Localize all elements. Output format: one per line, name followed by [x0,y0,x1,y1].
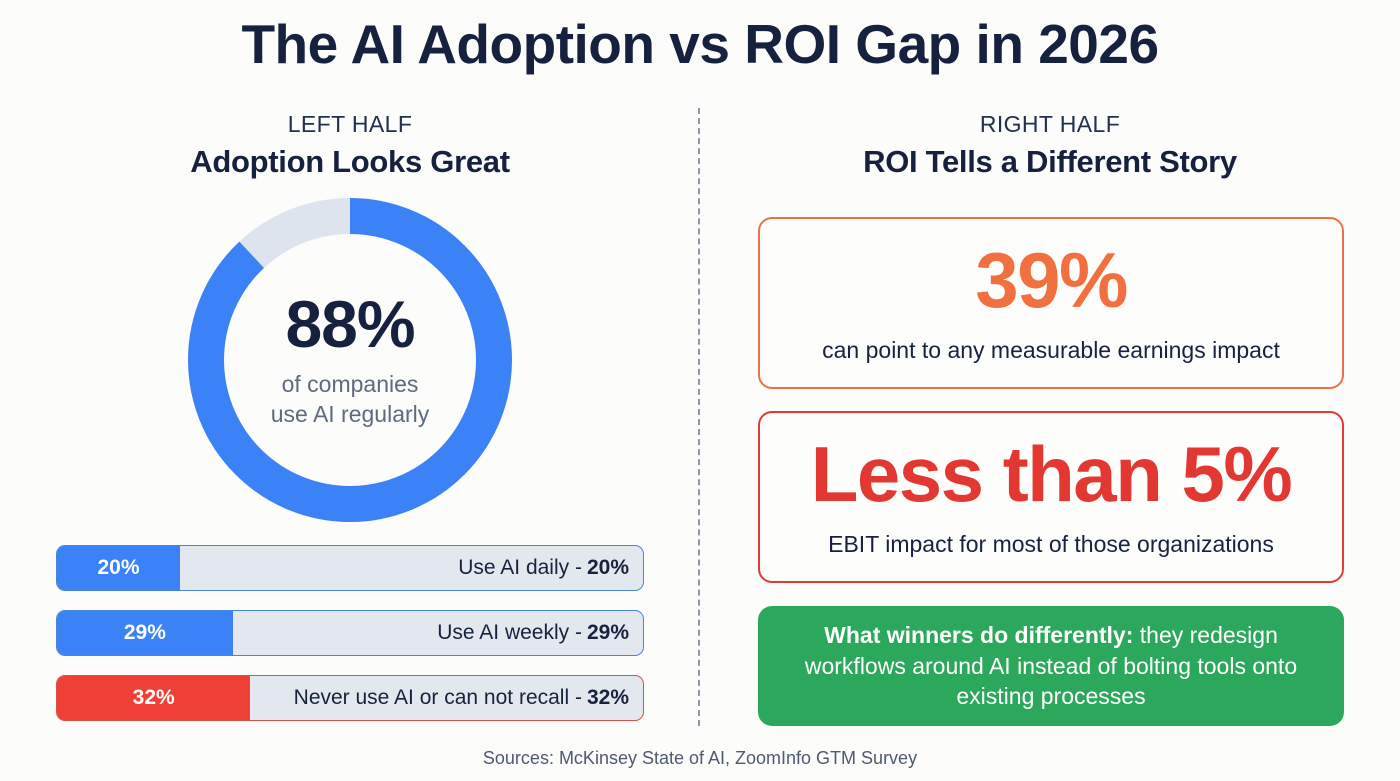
left-heading: Adoption Looks Great [190,143,510,179]
bar-row-label-text: Use AI daily - [458,556,582,579]
donut-sublabel-line2: use AI regularly [270,401,430,427]
bar-fill-value: 20% [97,556,140,579]
bar-row-label: Never use AI or can not recall - 32% [294,676,629,720]
bar-row-label-value: 32% [586,686,629,709]
bar-row-label: Use AI weekly - 29% [437,611,629,655]
stat-value: Less than 5% [810,430,1293,519]
callout-body: they redesign workflows around AI instea… [804,622,1298,710]
donut-center-label: 88% of companies use AI regularly [188,198,512,522]
stat-caption: EBIT impact for most of those organizati… [828,531,1274,558]
donut-value-arc [188,198,512,522]
bar-row: 29% Use AI weekly - 29% [56,610,644,656]
donut-sublabel: of companies use AI regularly [271,369,430,430]
donut-sublabel-line1: of companies [281,370,419,397]
right-column-header: RIGHT HALF ROI Tells a Different Story [730,110,1370,180]
bar-row-label-text: Never use AI or can not recall - [293,686,582,709]
bar-fill: 32% [57,676,251,720]
callout-card-winners: What winners do differently: they redesi… [758,606,1344,726]
adoption-donut-chart: 88% of companies use AI regularly [188,198,512,522]
left-kicker: LEFT HALF [287,111,413,137]
bar-row-label-value: 29% [586,621,629,644]
callout-text: What winners do differently: they redesi… [784,620,1318,712]
page-title: The AI Adoption vs ROI Gap in 2026 [241,13,1159,75]
stat-card-earnings-impact: 39% can point to any measurable earnings… [758,217,1344,389]
donut-percent: 88% [285,286,415,361]
stat-value: 39% [975,236,1128,325]
bar-fill: 29% [57,611,233,655]
left-column-header: LEFT HALF Adoption Looks Great [30,110,670,180]
stat-caption: can point to any measurable earnings imp… [822,337,1280,364]
right-heading: ROI Tells a Different Story [863,143,1237,179]
callout-lead: What winners do differently: [824,622,1134,649]
bar-row-label-text: Use AI weekly - [437,621,582,644]
bar-fill-value: 32% [132,686,175,709]
right-kicker: RIGHT HALF [979,111,1121,137]
bar-fill: 20% [57,546,181,590]
bar-row: 32% Never use AI or can not recall - 32% [56,675,644,721]
donut-svg [188,198,512,522]
stat-card-ebit-impact: Less than 5% EBIT impact for most of tho… [758,411,1344,583]
bar-row-label-value: 20% [586,556,629,579]
bar-fill-value: 29% [123,621,166,644]
vertical-dashed-divider [698,108,700,726]
sources-footer: Sources: McKinsey State of AI, ZoomInfo … [482,748,918,768]
bar-row-label: Use AI daily - 20% [458,546,629,590]
usage-bar-list: 20% Use AI daily - 20% 29% Use AI weekly… [56,545,644,721]
bar-row: 20% Use AI daily - 20% [56,545,644,591]
